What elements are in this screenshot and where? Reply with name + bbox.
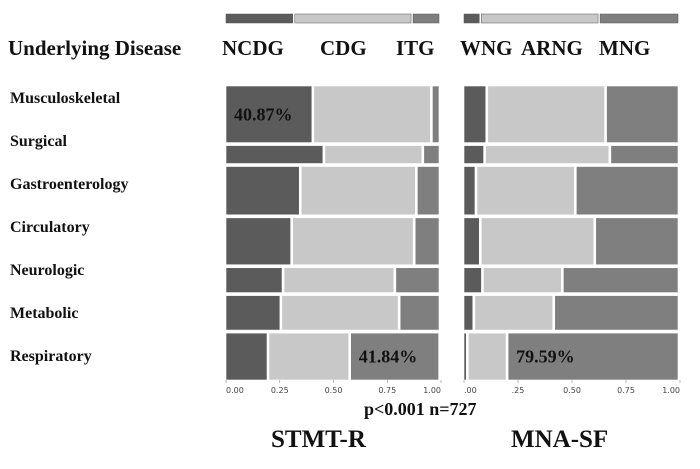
stmt-r-tile-musculoskeletal-itg <box>432 85 440 143</box>
stmt-r-tile-circulatory-cdg <box>292 217 414 266</box>
mna-sf-tile-neurologic-mng <box>563 267 679 293</box>
mna-sf-legend-swatch-mng <box>599 13 679 24</box>
stmt-r-tile-neurologic-cdg <box>283 267 395 293</box>
stmt-r-tick-label-2: 0.50 <box>325 386 343 395</box>
mna-sf-tile-musculoskeletal-mng <box>606 85 679 143</box>
mna-sf-tile-metabolic-mng <box>554 295 679 331</box>
row-label-surgical: Surgical <box>10 133 67 150</box>
stmt-r-tile-circulatory-ncdg <box>225 217 291 266</box>
mna-sf-tile-gastroenterology-wng <box>463 166 476 216</box>
stmt-r-annotation-respiratory: 41.84% <box>359 347 418 367</box>
stmt-r-tile-respiratory-ncdg <box>225 332 268 381</box>
stmt-r-tile-circulatory-itg <box>414 217 440 266</box>
stmt-r-annotation-musculoskeletal: 40.87% <box>234 104 293 124</box>
stmt-r-tile-metabolic-cdg <box>281 295 399 331</box>
stmt-r-tile-neurologic-ncdg <box>225 267 283 293</box>
mna-sf-tile-respiratory-wng <box>463 332 467 381</box>
mna-sf-tile-circulatory-mng <box>595 217 679 266</box>
underlying-disease-title: Underlying Disease <box>8 36 182 60</box>
stmt-r-tile-musculoskeletal-ncdg <box>225 85 313 143</box>
mna-sf-tile-circulatory-arng <box>480 217 595 266</box>
mna-sf-tile-musculoskeletal-arng <box>487 85 605 143</box>
stmt-r-tick-label-0: 0.00 <box>226 386 244 395</box>
mna-sf-tile-musculoskeletal-wng <box>463 85 487 143</box>
stmt-r-legend-swatch-ncdg <box>225 13 294 24</box>
stmt-r-tile-gastroenterology-cdg <box>300 166 416 216</box>
mna-sf-tile-surgical-arng <box>485 145 610 164</box>
mna-sf-tile-metabolic-arng <box>474 295 554 331</box>
mna-sf-tile-respiratory-arng <box>468 332 507 381</box>
stmt-r-tile-gastroenterology-ncdg <box>225 166 300 216</box>
mna-sf-tile-gastroenterology-arng <box>476 166 575 216</box>
mna-sf-annotation-respiratory: 79.59% <box>516 347 575 367</box>
legend-label-wng: WNG <box>460 36 513 60</box>
legend-label-itg: ITG <box>396 36 435 60</box>
mna-sf-tile-surgical-mng <box>610 145 679 164</box>
mna-sf-tick-label-3: 0.75 <box>617 386 635 395</box>
stmt-r-tick-label-1: 0.25 <box>271 386 289 395</box>
stmt-r-tick-label-4: 1.00 <box>423 386 441 395</box>
stmt-r-tile-respiratory-itg <box>350 332 439 381</box>
mna-sf-tile-neurologic-arng <box>483 267 562 293</box>
stmt-r-tick-label-3: 0.75 <box>378 386 396 395</box>
stmt-r-legend-swatch-itg <box>412 13 440 24</box>
stmt-r-tile-surgical-cdg <box>324 145 423 164</box>
stmt-r-tile-metabolic-itg <box>399 295 440 331</box>
mna-sf-tile-neurologic-wng <box>463 267 482 293</box>
stmt-r-tile-surgical-itg <box>423 145 440 164</box>
row-label-musculoskeletal: Musculoskeletal <box>10 90 121 107</box>
stmt-r-tile-gastroenterology-itg <box>417 166 440 216</box>
mna-sf-tile-circulatory-wng <box>463 217 480 266</box>
row-label-circulatory: Circulatory <box>10 219 90 236</box>
legend-label-mng: MNG <box>599 36 651 60</box>
stmt-r-tile-respiratory-cdg <box>268 332 349 381</box>
legend-label-cdg: CDG <box>320 36 367 60</box>
row-label-respiratory: Respiratory <box>10 348 92 365</box>
legend-label-arng: ARNG <box>521 36 583 60</box>
row-label-metabolic: Metabolic <box>10 305 79 322</box>
stmt-r-tile-neurologic-itg <box>395 267 440 293</box>
panel-label-stmt-r: STMT-R <box>271 426 366 453</box>
stats-caption: p<0.001 n=727 <box>364 399 477 419</box>
mna-sf-tile-gastroenterology-mng <box>576 166 679 216</box>
stmt-r-tile-metabolic-ncdg <box>225 295 281 331</box>
mna-sf-tick-label-2: 0.50 <box>563 386 581 395</box>
mna-sf-tick-label-1: .25 <box>512 386 525 395</box>
stmt-r-tile-surgical-ncdg <box>225 145 324 164</box>
legend-label-ncdg: NCDG <box>222 36 284 60</box>
mna-sf-tick-label-4: 1.00 <box>662 386 680 395</box>
stmt-r-tile-musculoskeletal-cdg <box>313 85 431 143</box>
mna-sf-tile-surgical-wng <box>463 145 484 164</box>
mna-sf-tick-label-0: .00 <box>464 386 477 395</box>
panel-label-mna-sf: MNA-SF <box>511 426 609 453</box>
mna-sf-tile-metabolic-wng <box>463 295 474 331</box>
mna-sf-tile-respiratory-mng <box>507 332 679 381</box>
row-label-neurologic: Neurologic <box>10 262 85 279</box>
mna-sf-legend-swatch-arng <box>481 13 599 24</box>
mna-sf-legend-swatch-wng <box>463 13 480 24</box>
row-label-gastroenterology: Gastroenterology <box>10 176 129 193</box>
stmt-r-legend-swatch-cdg <box>294 13 412 24</box>
